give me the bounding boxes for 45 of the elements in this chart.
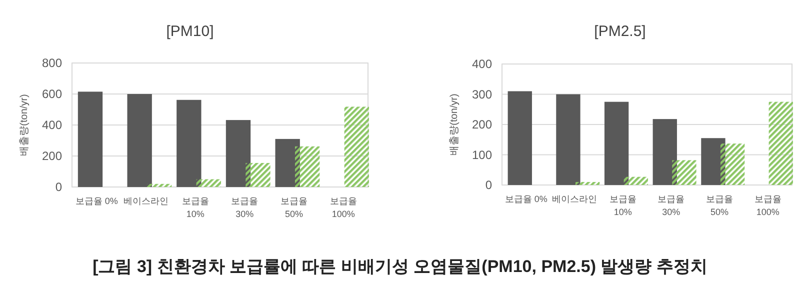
x-tick-label: 보급율 100% <box>754 194 782 217</box>
x-tick-label: 베이스라인 <box>552 194 597 204</box>
bar <box>508 91 532 185</box>
bar <box>344 106 369 187</box>
y-tick-label: 200 <box>472 118 492 132</box>
bar <box>226 120 251 187</box>
x-tick-label: 베이스라인 <box>124 196 168 206</box>
bar <box>196 179 221 187</box>
bar <box>672 160 696 185</box>
y-tick-label: 300 <box>472 87 492 102</box>
x-tick-label: 보급율 10% <box>182 196 209 219</box>
bar <box>575 182 600 185</box>
bar <box>294 146 320 187</box>
y-tick-label: 400 <box>472 57 492 71</box>
y-tick-label: 200 <box>42 149 62 163</box>
y-tick-label: 100 <box>472 148 492 162</box>
bar <box>720 144 745 185</box>
bar <box>604 102 629 185</box>
text: [그림 3] 친환경차 보급률에 따른 비배기성 오염물질(PM10, PM2.5) 발생량 추정치 <box>92 257 708 276</box>
chart-title: [PM10] <box>166 23 214 40</box>
y-tick-label: 800 <box>42 56 62 70</box>
y-tick-label: 600 <box>42 87 62 101</box>
x-tick-label: 보급율 100% <box>330 196 357 219</box>
bar <box>652 119 677 185</box>
x-tick-label: 보급율 30% <box>658 194 685 217</box>
x-tick-label: 보급율 0% <box>504 194 548 204</box>
bar <box>176 100 202 187</box>
x-tick-label: 보급율 0% <box>75 196 118 206</box>
x-tick-label: 보급율 10% <box>609 194 636 217</box>
bar <box>78 92 103 187</box>
x-tick-label: 보급율 50% <box>280 196 308 219</box>
bar <box>127 94 152 187</box>
y-tick-label: 400 <box>42 118 62 132</box>
x-tick-label: 보급율 30% <box>231 196 258 219</box>
y-axis-title: 배출량(ton/yr) <box>449 94 460 156</box>
bar <box>624 176 648 185</box>
y-tick-label: 0 <box>485 178 492 192</box>
bar <box>246 162 270 187</box>
x-tick-label: 보급율 50% <box>706 194 733 217</box>
bar <box>556 94 580 185</box>
y-tick-label: 0 <box>55 180 62 194</box>
bar <box>146 184 172 187</box>
y-axis-title: 배출량(ton/yr) <box>19 94 30 156</box>
bar <box>768 102 793 185</box>
chart-title: [PM2.5] <box>594 23 646 40</box>
